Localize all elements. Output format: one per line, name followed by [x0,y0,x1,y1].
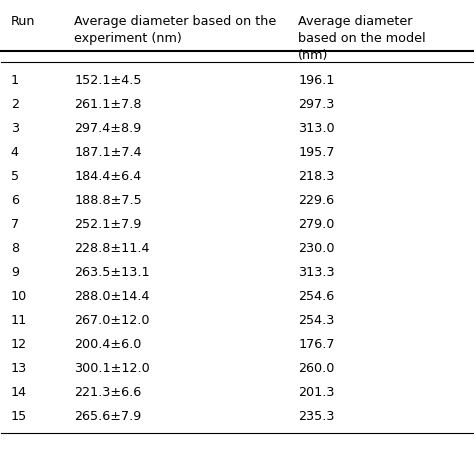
Text: 187.1±7.4: 187.1±7.4 [74,146,142,159]
Text: 7: 7 [11,218,19,231]
Text: 254.6: 254.6 [298,290,335,303]
Text: 188.8±7.5: 188.8±7.5 [74,194,142,207]
Text: 196.1: 196.1 [298,74,335,88]
Text: 6: 6 [11,194,19,207]
Text: 313.0: 313.0 [298,122,335,135]
Text: 15: 15 [11,410,27,423]
Text: 313.3: 313.3 [298,266,335,279]
Text: 5: 5 [11,170,19,183]
Text: 14: 14 [11,386,27,399]
Text: 218.3: 218.3 [298,170,335,183]
Text: 152.1±4.5: 152.1±4.5 [74,74,142,88]
Text: 9: 9 [11,266,19,279]
Text: 297.3: 297.3 [298,98,335,111]
Text: 263.5±13.1: 263.5±13.1 [74,266,150,279]
Text: 221.3±6.6: 221.3±6.6 [74,386,142,399]
Text: 1: 1 [11,74,19,88]
Text: 228.8±11.4: 228.8±11.4 [74,242,150,255]
Text: 252.1±7.9: 252.1±7.9 [74,218,142,231]
Text: 235.3: 235.3 [298,410,335,423]
Text: 13: 13 [11,362,27,375]
Text: 4: 4 [11,146,19,159]
Text: 279.0: 279.0 [298,218,335,231]
Text: 297.4±8.9: 297.4±8.9 [74,122,142,135]
Text: 265.6±7.9: 265.6±7.9 [74,410,142,423]
Text: 10: 10 [11,290,27,303]
Text: 288.0±14.4: 288.0±14.4 [74,290,150,303]
Text: 3: 3 [11,122,19,135]
Text: Run: Run [11,16,36,28]
Text: 184.4±6.4: 184.4±6.4 [74,170,142,183]
Text: Average diameter
based on the model
(nm): Average diameter based on the model (nm) [298,16,426,62]
Text: 230.0: 230.0 [298,242,335,255]
Text: 229.6: 229.6 [298,194,334,207]
Text: 261.1±7.8: 261.1±7.8 [74,98,142,111]
Text: 176.7: 176.7 [298,338,335,351]
Text: 254.3: 254.3 [298,314,335,327]
Text: 8: 8 [11,242,19,255]
Text: 12: 12 [11,338,27,351]
Text: 201.3: 201.3 [298,386,335,399]
Text: 195.7: 195.7 [298,146,335,159]
Text: 260.0: 260.0 [298,362,335,375]
Text: 200.4±6.0: 200.4±6.0 [74,338,142,351]
Text: 300.1±12.0: 300.1±12.0 [74,362,150,375]
Text: 2: 2 [11,98,19,111]
Text: 11: 11 [11,314,27,327]
Text: Average diameter based on the
experiment (nm): Average diameter based on the experiment… [74,16,277,45]
Text: 267.0±12.0: 267.0±12.0 [74,314,150,327]
